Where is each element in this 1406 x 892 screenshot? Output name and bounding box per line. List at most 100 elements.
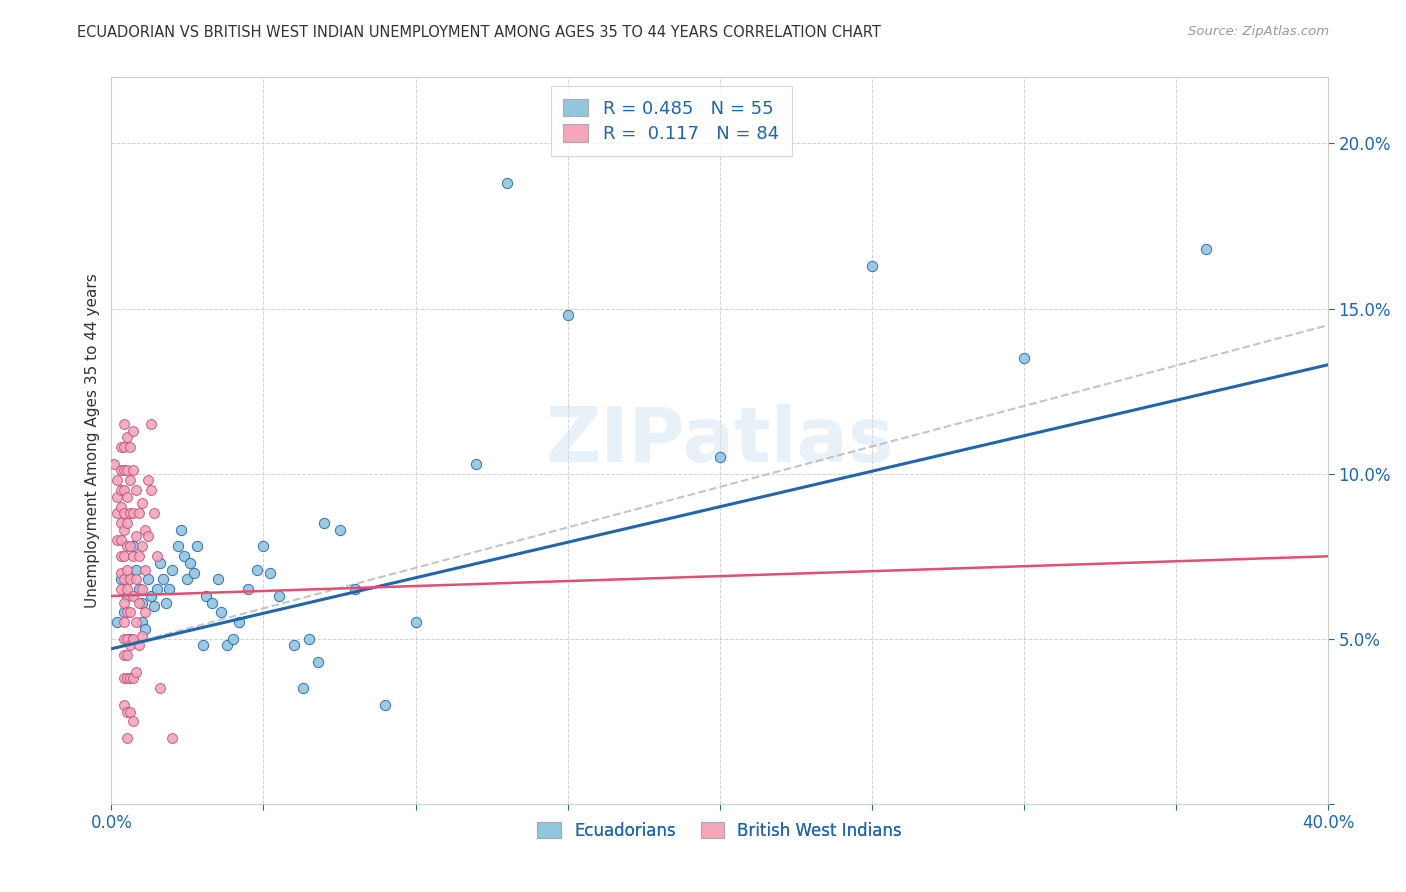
Point xyxy=(173,549,195,564)
Point xyxy=(128,549,150,564)
Point xyxy=(107,490,129,504)
Point xyxy=(155,595,177,609)
Point xyxy=(118,606,141,620)
Point xyxy=(112,417,135,432)
Point xyxy=(191,639,214,653)
Point xyxy=(107,473,129,487)
Point xyxy=(186,540,208,554)
Y-axis label: Unemployment Among Ages 35 to 44 years: Unemployment Among Ages 35 to 44 years xyxy=(86,273,100,608)
Point xyxy=(118,705,141,719)
Point xyxy=(118,507,141,521)
Point xyxy=(246,562,269,576)
Point xyxy=(252,540,274,554)
Point xyxy=(465,457,488,471)
Point xyxy=(131,496,153,510)
Point xyxy=(115,430,138,444)
Point xyxy=(134,622,156,636)
Point xyxy=(103,457,125,471)
Text: Source: ZipAtlas.com: Source: ZipAtlas.com xyxy=(1188,25,1329,38)
Point xyxy=(118,632,141,646)
Point xyxy=(118,639,141,653)
Point xyxy=(121,424,143,438)
Point xyxy=(118,540,141,554)
Point xyxy=(136,573,159,587)
Point xyxy=(115,463,138,477)
Point xyxy=(136,529,159,543)
Point xyxy=(405,615,427,630)
Point xyxy=(118,473,141,487)
Point xyxy=(115,672,138,686)
Point xyxy=(267,589,290,603)
Point xyxy=(131,629,153,643)
Point xyxy=(134,562,156,576)
Legend: Ecuadorians, British West Indians: Ecuadorians, British West Indians xyxy=(531,815,908,847)
Point xyxy=(134,523,156,537)
Point xyxy=(136,473,159,487)
Point xyxy=(283,639,305,653)
Point xyxy=(131,540,153,554)
Point xyxy=(115,731,138,745)
Point xyxy=(1012,351,1035,366)
Point xyxy=(121,632,143,646)
Point xyxy=(112,463,135,477)
Point xyxy=(183,566,205,580)
Point xyxy=(125,665,148,679)
Point xyxy=(115,490,138,504)
Point xyxy=(125,615,148,630)
Point xyxy=(176,573,198,587)
Point xyxy=(207,573,229,587)
Point xyxy=(143,507,166,521)
Point xyxy=(131,582,153,597)
Point xyxy=(162,562,184,576)
Point xyxy=(328,523,350,537)
Point xyxy=(209,606,232,620)
Point xyxy=(115,632,138,646)
Point xyxy=(152,573,174,587)
Point xyxy=(110,463,132,477)
Point xyxy=(112,573,135,587)
Point xyxy=(112,507,135,521)
Point xyxy=(201,595,224,609)
Point xyxy=(149,556,172,570)
Point xyxy=(167,540,190,554)
Point xyxy=(343,582,366,597)
Point xyxy=(149,681,172,696)
Point xyxy=(110,516,132,531)
Point xyxy=(115,589,138,603)
Point xyxy=(228,615,250,630)
Point xyxy=(115,606,138,620)
Point xyxy=(238,582,260,597)
Point xyxy=(374,698,396,712)
Point xyxy=(139,483,162,498)
Point xyxy=(115,648,138,663)
Point xyxy=(128,639,150,653)
Point xyxy=(112,549,135,564)
Point xyxy=(112,595,135,609)
Point xyxy=(179,556,201,570)
Point xyxy=(215,639,238,653)
Point xyxy=(314,516,336,531)
Point xyxy=(107,615,129,630)
Point xyxy=(128,507,150,521)
Point xyxy=(121,549,143,564)
Point xyxy=(709,450,731,465)
Point xyxy=(121,463,143,477)
Point xyxy=(146,549,169,564)
Point xyxy=(128,595,150,609)
Point xyxy=(112,672,135,686)
Point xyxy=(112,483,135,498)
Text: ECUADORIAN VS BRITISH WEST INDIAN UNEMPLOYMENT AMONG AGES 35 TO 44 YEARS CORRELA: ECUADORIAN VS BRITISH WEST INDIAN UNEMPL… xyxy=(77,25,882,40)
Point xyxy=(110,533,132,547)
Point xyxy=(118,440,141,454)
Point xyxy=(110,500,132,514)
Point xyxy=(112,606,135,620)
Point xyxy=(292,681,315,696)
Point xyxy=(112,440,135,454)
Point xyxy=(118,672,141,686)
Point xyxy=(110,549,132,564)
Point xyxy=(110,566,132,580)
Point xyxy=(860,259,883,273)
Point xyxy=(115,562,138,576)
Point xyxy=(557,308,579,322)
Point xyxy=(125,562,148,576)
